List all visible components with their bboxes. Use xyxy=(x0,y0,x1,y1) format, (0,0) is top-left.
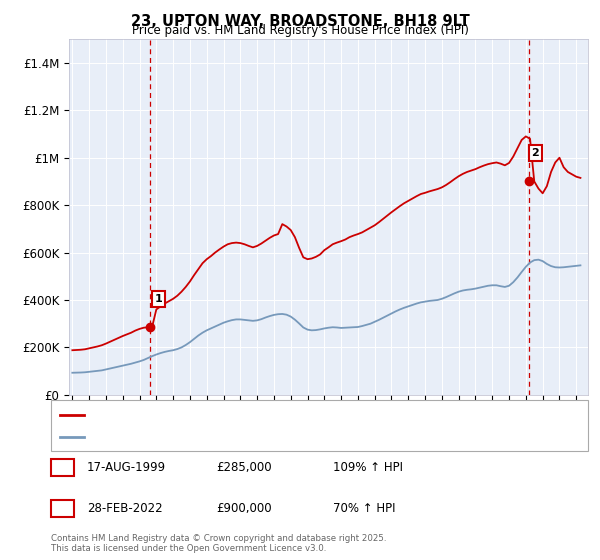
Text: 28-FEB-2022: 28-FEB-2022 xyxy=(87,502,163,515)
Text: 109% ↑ HPI: 109% ↑ HPI xyxy=(333,461,403,474)
Text: 17-AUG-1999: 17-AUG-1999 xyxy=(87,461,166,474)
Text: 23, UPTON WAY, BROADSTONE, BH18 9LT: 23, UPTON WAY, BROADSTONE, BH18 9LT xyxy=(131,14,469,29)
Text: £285,000: £285,000 xyxy=(216,461,272,474)
Text: 23, UPTON WAY, BROADSTONE, BH18 9LT (detached house): 23, UPTON WAY, BROADSTONE, BH18 9LT (det… xyxy=(90,409,416,419)
Text: 2: 2 xyxy=(59,503,66,514)
Text: £900,000: £900,000 xyxy=(216,502,272,515)
Text: 70% ↑ HPI: 70% ↑ HPI xyxy=(333,502,395,515)
Text: 2: 2 xyxy=(532,148,539,158)
Text: Price paid vs. HM Land Registry's House Price Index (HPI): Price paid vs. HM Land Registry's House … xyxy=(131,24,469,37)
Text: Contains HM Land Registry data © Crown copyright and database right 2025.
This d: Contains HM Land Registry data © Crown c… xyxy=(51,534,386,553)
Text: 1: 1 xyxy=(155,294,163,304)
Text: 1: 1 xyxy=(59,463,66,473)
Text: HPI: Average price, detached house, Bournemouth Christchurch and Poole: HPI: Average price, detached house, Bour… xyxy=(90,432,496,442)
